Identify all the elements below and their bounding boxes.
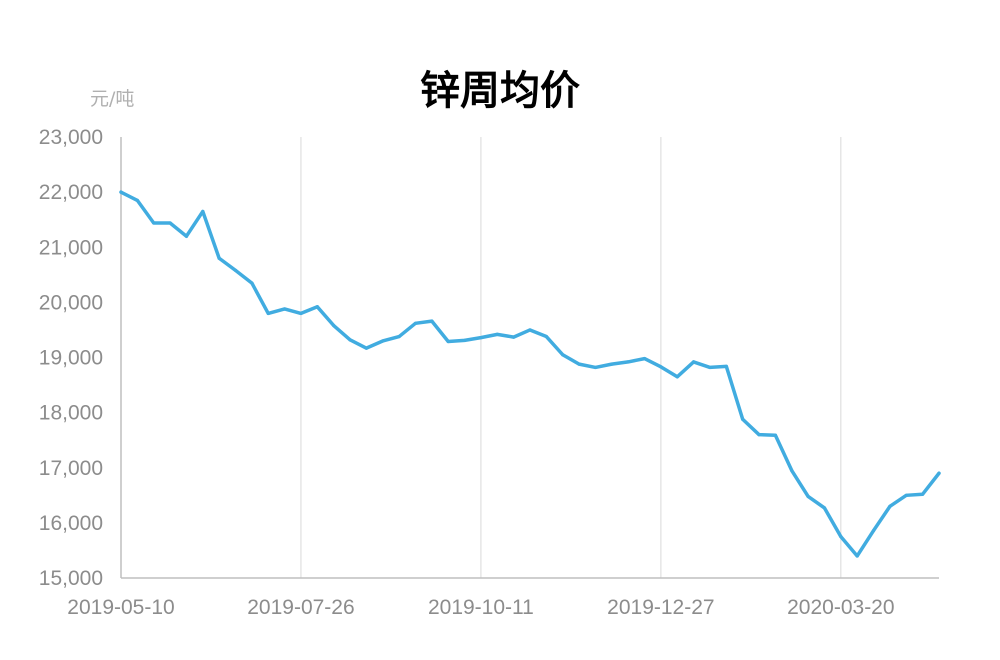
x-tick-label: 2020-03-20 xyxy=(787,596,894,619)
data-point xyxy=(168,221,172,225)
axes xyxy=(120,137,939,579)
data-point xyxy=(790,468,794,473)
y-tick-label: 20,000 xyxy=(39,291,103,314)
chart-title: 锌周均价 xyxy=(420,68,580,114)
series-line xyxy=(119,190,941,558)
data-point xyxy=(462,338,467,343)
y-tick-label: 15,000 xyxy=(39,567,103,590)
data-point xyxy=(904,493,908,497)
data-point xyxy=(921,492,925,496)
data-point xyxy=(708,365,712,370)
data-point xyxy=(544,334,548,339)
data-point xyxy=(642,357,647,361)
data-point xyxy=(659,365,663,369)
data-point xyxy=(201,209,205,214)
y-tick-label: 18,000 xyxy=(39,402,103,425)
data-point xyxy=(577,362,581,366)
data-point xyxy=(217,256,221,260)
data-point xyxy=(348,338,352,342)
data-point xyxy=(593,365,598,370)
data-point xyxy=(806,494,810,499)
data-point xyxy=(724,364,728,368)
data-point xyxy=(757,433,761,437)
y-tick-label: 17,000 xyxy=(39,457,103,480)
grid-lines xyxy=(300,137,842,578)
series-group xyxy=(119,190,941,558)
data-point xyxy=(299,311,303,315)
y-tick-labels: 15,000 16,000 17,000 18,000 19,000 20,000 21,0… xyxy=(39,126,103,590)
data-point xyxy=(266,311,270,315)
data-point xyxy=(332,323,336,328)
data-point xyxy=(430,319,434,323)
y-tick-label: 22,000 xyxy=(39,181,103,204)
data-point xyxy=(839,535,843,539)
x-tick-label: 2019-07-26 xyxy=(247,596,354,619)
data-point xyxy=(512,335,516,339)
y-tick-label: 19,000 xyxy=(39,347,103,370)
data-point xyxy=(381,339,385,343)
data-point xyxy=(626,360,630,364)
x-tick-label: 2019-05-10 xyxy=(67,596,174,619)
x-tick-label: 2019-12-27 xyxy=(607,596,714,619)
data-point xyxy=(250,281,254,285)
y-tick-label: 21,000 xyxy=(39,236,103,259)
data-point xyxy=(741,417,745,421)
data-point xyxy=(675,375,679,379)
data-point xyxy=(822,506,827,510)
data-point xyxy=(135,198,139,202)
data-point xyxy=(233,268,238,273)
data-point xyxy=(495,332,499,336)
data-point xyxy=(692,360,696,364)
data-point xyxy=(119,190,123,194)
data-point xyxy=(152,221,156,225)
data-point xyxy=(364,346,368,350)
data-point xyxy=(855,554,859,558)
y-tick-label: 23,000 xyxy=(39,126,103,149)
data-point xyxy=(773,433,778,437)
data-point xyxy=(184,234,189,238)
data-point xyxy=(446,339,450,344)
data-point xyxy=(937,471,941,475)
data-point xyxy=(413,321,418,325)
y-axis-unit: 元/吨 xyxy=(90,88,134,110)
data-point xyxy=(315,305,319,309)
y-tick-label: 16,000 xyxy=(39,512,103,535)
data-point xyxy=(283,307,287,311)
data-point xyxy=(871,528,876,533)
data-point xyxy=(479,336,483,340)
data-point xyxy=(561,353,565,357)
data-point xyxy=(528,328,532,332)
data-point xyxy=(888,504,892,508)
data-point xyxy=(397,334,401,339)
data-point xyxy=(610,362,614,366)
x-tick-labels: 2019-05-10 2019-07-26 2019-10-11 2019-12-27… xyxy=(67,596,894,619)
x-tick-label: 2019-10-11 xyxy=(428,596,534,619)
